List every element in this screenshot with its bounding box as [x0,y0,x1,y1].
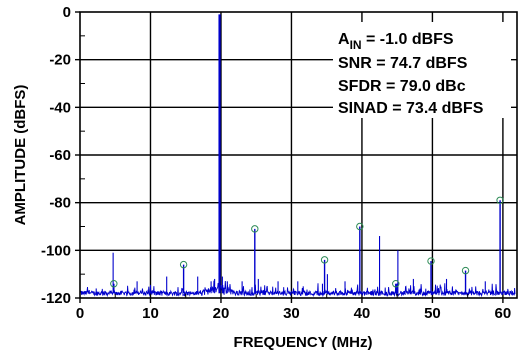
harmonic-marker [461,266,470,275]
harmonic-marker [356,222,364,231]
noise-floor-trace [80,280,516,298]
harmonic-marker [392,280,400,288]
annotation-ain-suffix: = -1.0 dBFS [362,31,454,48]
annotation-ain-prefix: A [338,31,350,48]
annotation-ain: AIN = -1.0 dBFS [338,31,454,52]
harmonic-marker [320,256,329,264]
annotation-box [333,22,511,118]
y-tick-label: 0 [63,4,71,21]
harmonic-marker [110,280,118,288]
harmonic-markers [110,196,504,288]
y-tick-label: -20 [49,52,71,69]
x-axis-title: FREQUENCY (MHz) [234,334,373,351]
tick-labels: 0 10 20 30 40 50 60 0 -20 -40 -60 -80 -100 -120 [41,4,511,322]
harmonic-marker [496,196,504,204]
annotation-snr: SNR = 74.7 dBFS [338,55,468,72]
axis-ticks [75,11,504,303]
x-tick-label: 20 [213,305,230,322]
x-tick-label: 10 [142,305,159,322]
grid-lines [80,12,517,298]
annotation-sfdr: SFDR = 79.0 dBc [338,78,466,95]
y-tick-label: -80 [49,195,71,212]
x-tick-label: 60 [495,305,512,322]
harmonic-marker [179,260,188,269]
y-axis-title: AMPLITUDE (dBFS) [12,85,29,226]
x-tick-label: 40 [354,305,371,322]
y-tick-label: -40 [49,99,71,116]
x-tick-label: 50 [424,305,441,322]
y-tick-label: -100 [41,242,71,259]
x-tick-label: 0 [76,305,84,322]
annotation-sinad: SINAD = 73.4 dBFS [338,100,484,117]
annotation-ain-sub: IN [350,38,362,52]
harmonic-marker [427,257,435,265]
spectrum-trace [80,14,516,298]
y-tick-label: -120 [41,290,71,307]
harmonic-marker [251,225,259,233]
y-tick-label: -60 [49,147,71,164]
x-tick-label: 30 [283,305,300,322]
